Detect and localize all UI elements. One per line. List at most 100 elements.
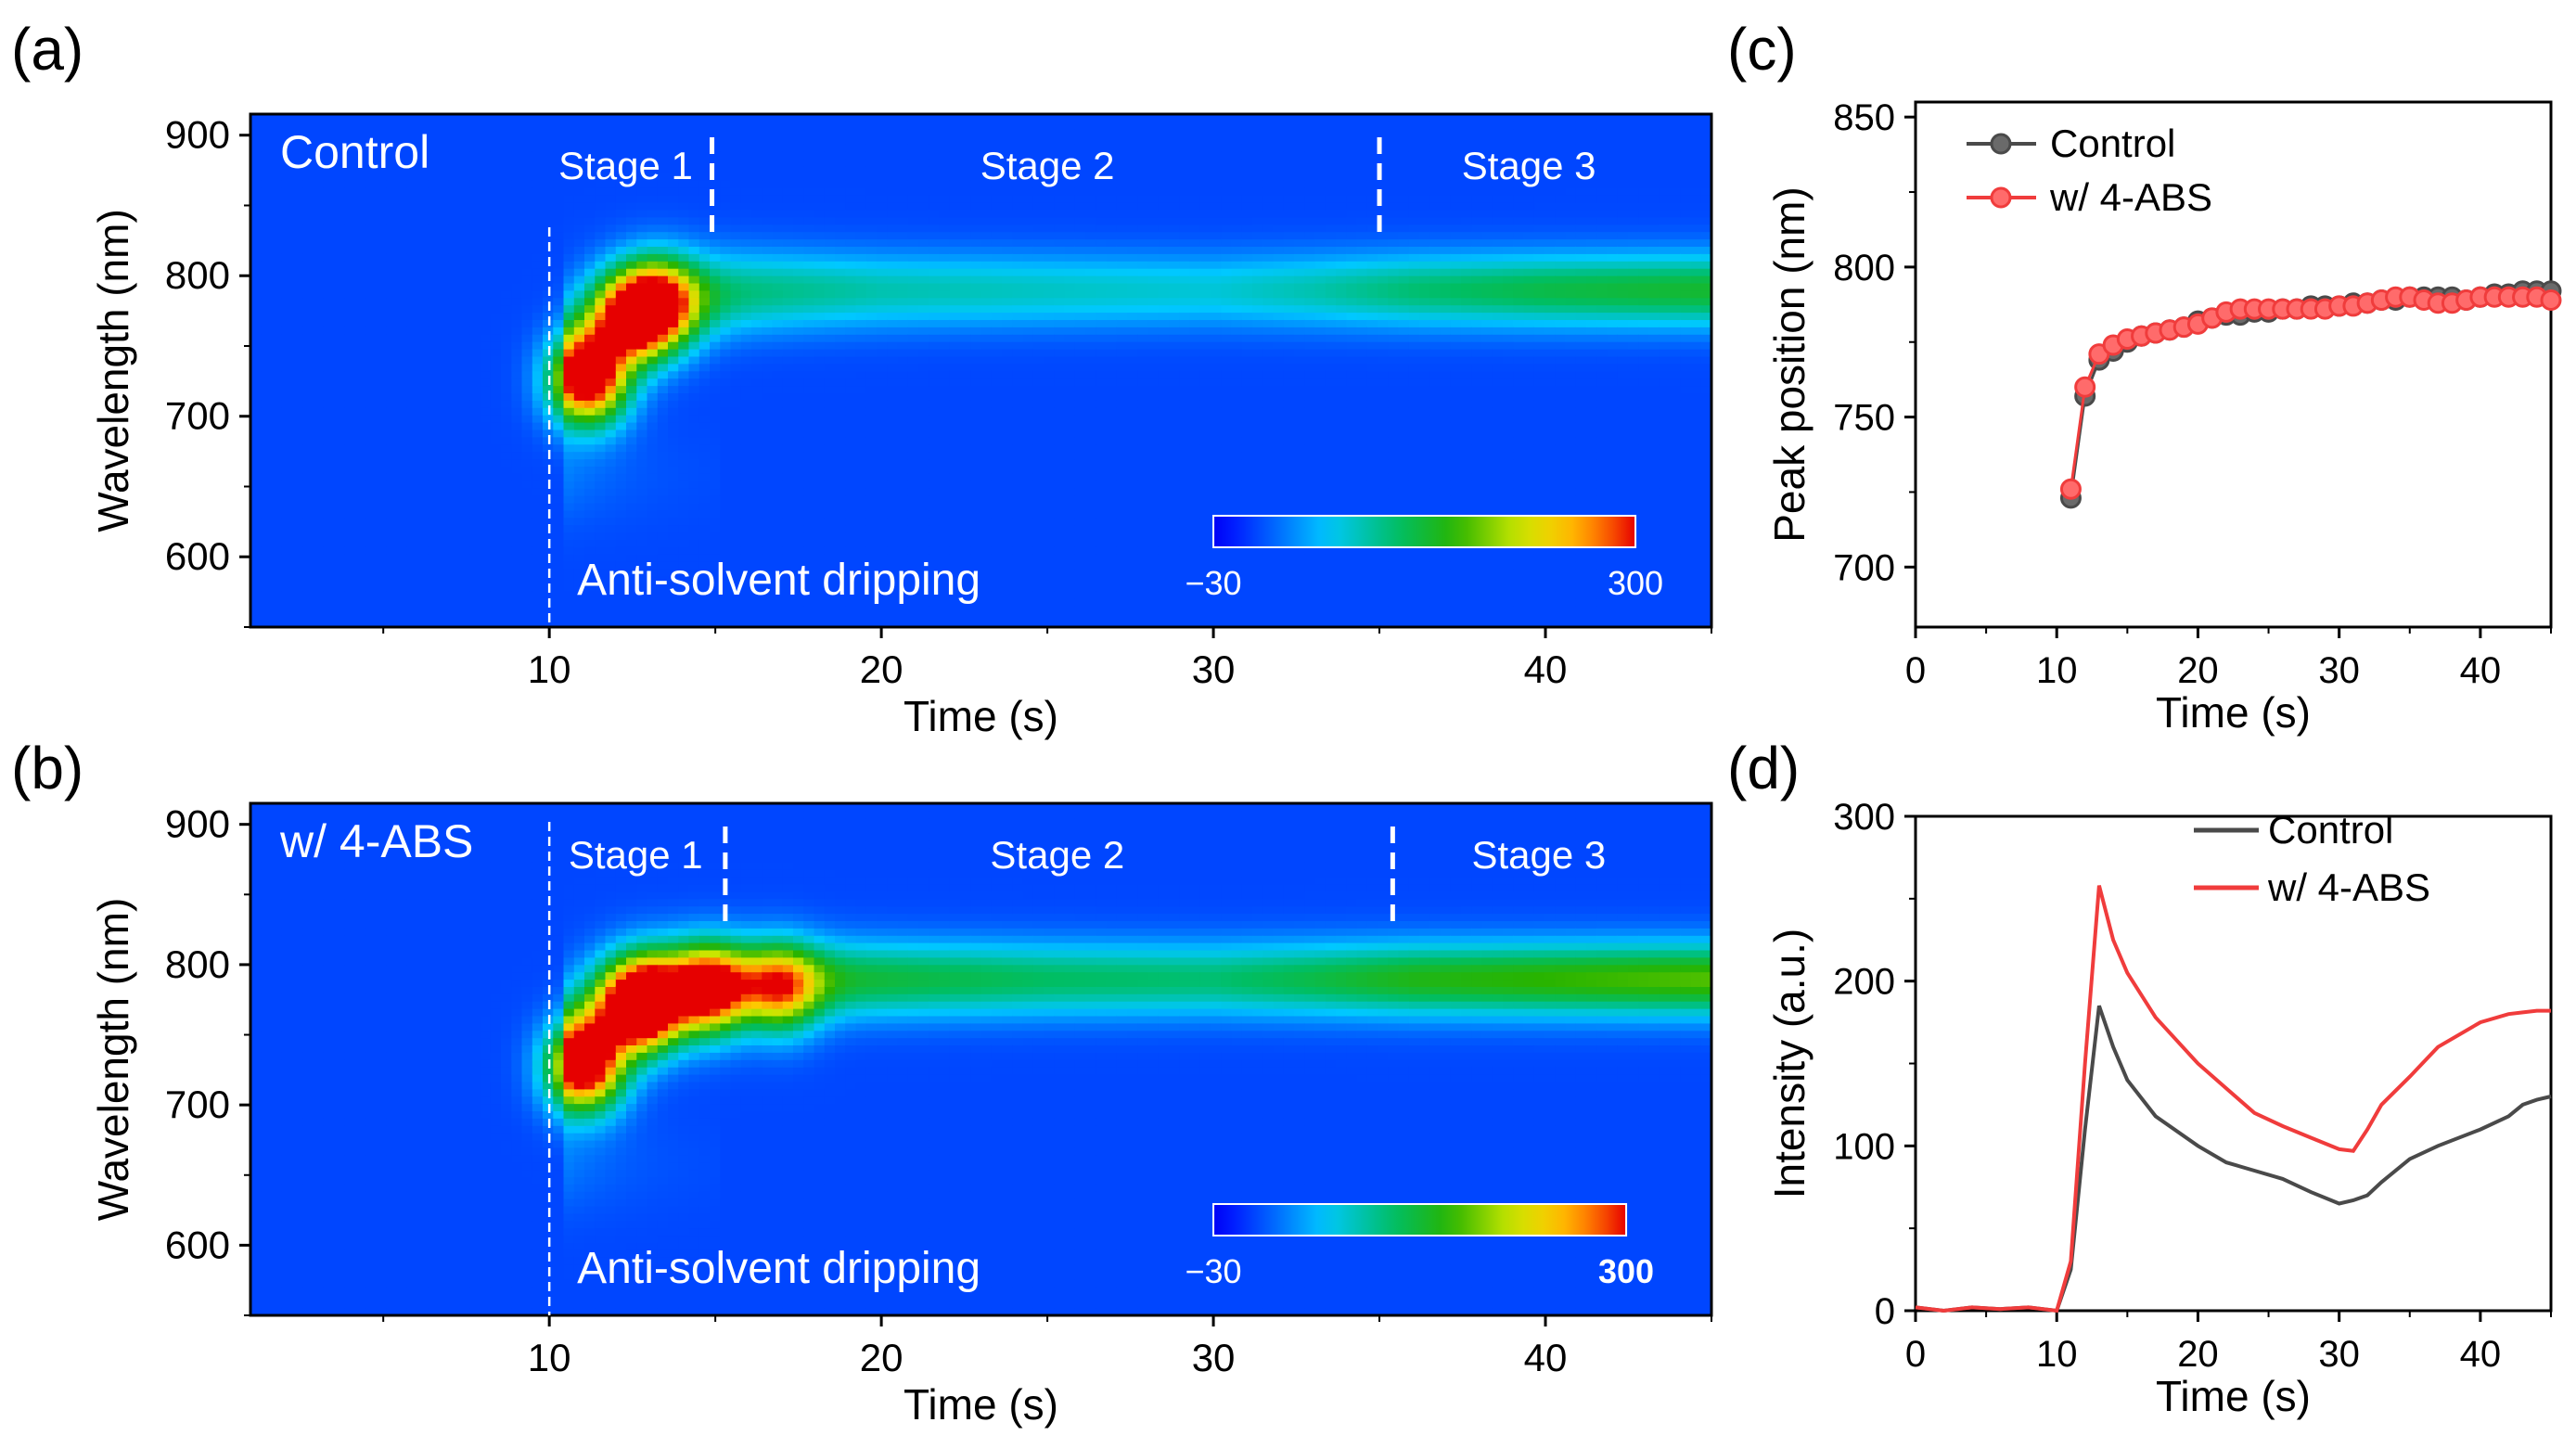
heatmap-cell xyxy=(939,231,951,240)
heatmap-cell xyxy=(615,546,627,555)
heatmap-cell xyxy=(448,304,460,314)
heatmap-cell xyxy=(751,451,763,460)
heatmap-cell xyxy=(626,451,638,460)
heatmap-cell xyxy=(636,334,648,342)
heatmap-cell xyxy=(438,267,450,276)
heatmap-cell xyxy=(584,246,596,254)
heatmap-cell xyxy=(480,575,492,584)
heatmap-cell xyxy=(949,297,961,306)
heatmap-cell xyxy=(824,340,836,350)
heatmap-cell xyxy=(626,297,638,306)
heatmap-cell xyxy=(929,158,941,167)
heatmap-cell xyxy=(762,319,774,327)
heatmap-cell xyxy=(261,340,273,350)
heatmap-cell xyxy=(313,473,325,481)
heatmap-cell xyxy=(511,246,523,254)
heatmap-cell xyxy=(835,209,847,218)
heatmap-cell xyxy=(803,414,815,423)
heatmap-cell xyxy=(521,597,533,607)
heatmap-cell xyxy=(344,289,356,299)
heatmap-cell xyxy=(334,605,346,613)
heatmap-cell xyxy=(605,282,617,291)
heatmap-cell xyxy=(887,319,899,327)
heatmap-cell xyxy=(563,340,575,350)
heatmap-cell xyxy=(281,451,293,460)
heatmap-cell xyxy=(626,370,638,379)
heatmap-cell xyxy=(814,481,826,489)
heatmap-cell xyxy=(501,466,513,474)
heatmap-cell xyxy=(469,532,481,540)
heatmap-cell xyxy=(563,304,575,314)
heatmap-cell xyxy=(438,385,450,393)
heatmap-cell xyxy=(845,487,857,496)
heatmap-cell xyxy=(751,173,763,181)
heatmap-cell xyxy=(438,517,450,526)
heatmap-cell xyxy=(929,407,941,416)
heatmap-cell xyxy=(501,421,513,430)
heatmap-cell xyxy=(334,392,346,401)
heatmap-cell xyxy=(793,201,805,211)
heatmap-cell xyxy=(448,539,460,547)
heatmap-cell xyxy=(698,224,711,233)
heatmap-cell xyxy=(970,466,982,474)
heatmap-cell xyxy=(511,407,523,416)
heatmap-cell xyxy=(521,334,533,342)
heatmap-cell xyxy=(855,319,867,327)
heatmap-cell xyxy=(980,348,993,357)
heatmap-cell xyxy=(417,509,429,519)
heatmap-cell xyxy=(271,275,283,284)
heatmap-cell xyxy=(803,385,815,393)
heatmap-cell xyxy=(698,378,711,387)
heatmap-cell xyxy=(406,348,418,357)
heatmap-cell xyxy=(762,370,774,379)
heatmap-cell xyxy=(323,312,335,320)
heatmap-cell xyxy=(281,158,293,167)
heatmap-cell xyxy=(281,282,293,291)
heatmap-cell xyxy=(793,135,805,145)
heatmap-cell xyxy=(929,370,941,379)
heatmap-cell xyxy=(960,620,972,627)
heatmap-cell xyxy=(751,261,763,269)
heatmap-cell xyxy=(740,458,752,467)
heatmap-cell xyxy=(334,494,346,504)
heatmap-cell xyxy=(417,194,429,203)
heatmap-cell xyxy=(615,400,627,408)
heatmap-cell xyxy=(887,554,899,562)
heatmap-cell xyxy=(793,414,805,423)
heatmap-cell xyxy=(939,583,951,592)
heatmap-cell xyxy=(782,312,794,320)
heatmap-cell xyxy=(271,165,283,173)
heatmap-cell xyxy=(605,128,617,137)
heatmap-cell xyxy=(740,414,752,423)
heatmap-cell xyxy=(532,554,544,562)
heatmap-cell xyxy=(261,560,273,570)
heatmap-cell xyxy=(939,282,951,291)
heatmap-cell xyxy=(354,568,366,577)
heatmap-cell xyxy=(772,458,784,467)
heatmap-cell xyxy=(438,546,450,555)
heatmap-cell xyxy=(907,340,919,350)
heatmap-cell xyxy=(949,407,961,416)
heatmap-cell xyxy=(668,400,680,408)
heatmap-cell xyxy=(615,355,627,365)
heatmap-cell xyxy=(511,378,523,387)
heatmap-cell xyxy=(835,494,847,504)
heatmap-cell xyxy=(710,246,722,254)
heatmap-cell xyxy=(835,539,847,547)
heatmap-cell xyxy=(949,114,961,122)
heatmap-cell xyxy=(970,378,982,387)
heatmap-cell xyxy=(323,128,335,137)
heatmap-cell xyxy=(417,436,429,445)
heatmap-cell xyxy=(615,289,627,299)
heatmap-cell xyxy=(740,363,752,372)
heatmap-cell xyxy=(782,246,794,254)
heatmap-cell xyxy=(334,363,346,372)
heatmap-cell xyxy=(949,517,961,526)
heatmap-cell xyxy=(678,590,690,599)
heatmap-cell xyxy=(417,340,429,350)
heatmap-cell xyxy=(501,121,513,130)
heatmap-cell xyxy=(595,494,607,504)
heatmap-cell xyxy=(678,509,690,519)
heatmap-cell xyxy=(302,583,314,592)
heatmap-cell xyxy=(960,209,972,218)
